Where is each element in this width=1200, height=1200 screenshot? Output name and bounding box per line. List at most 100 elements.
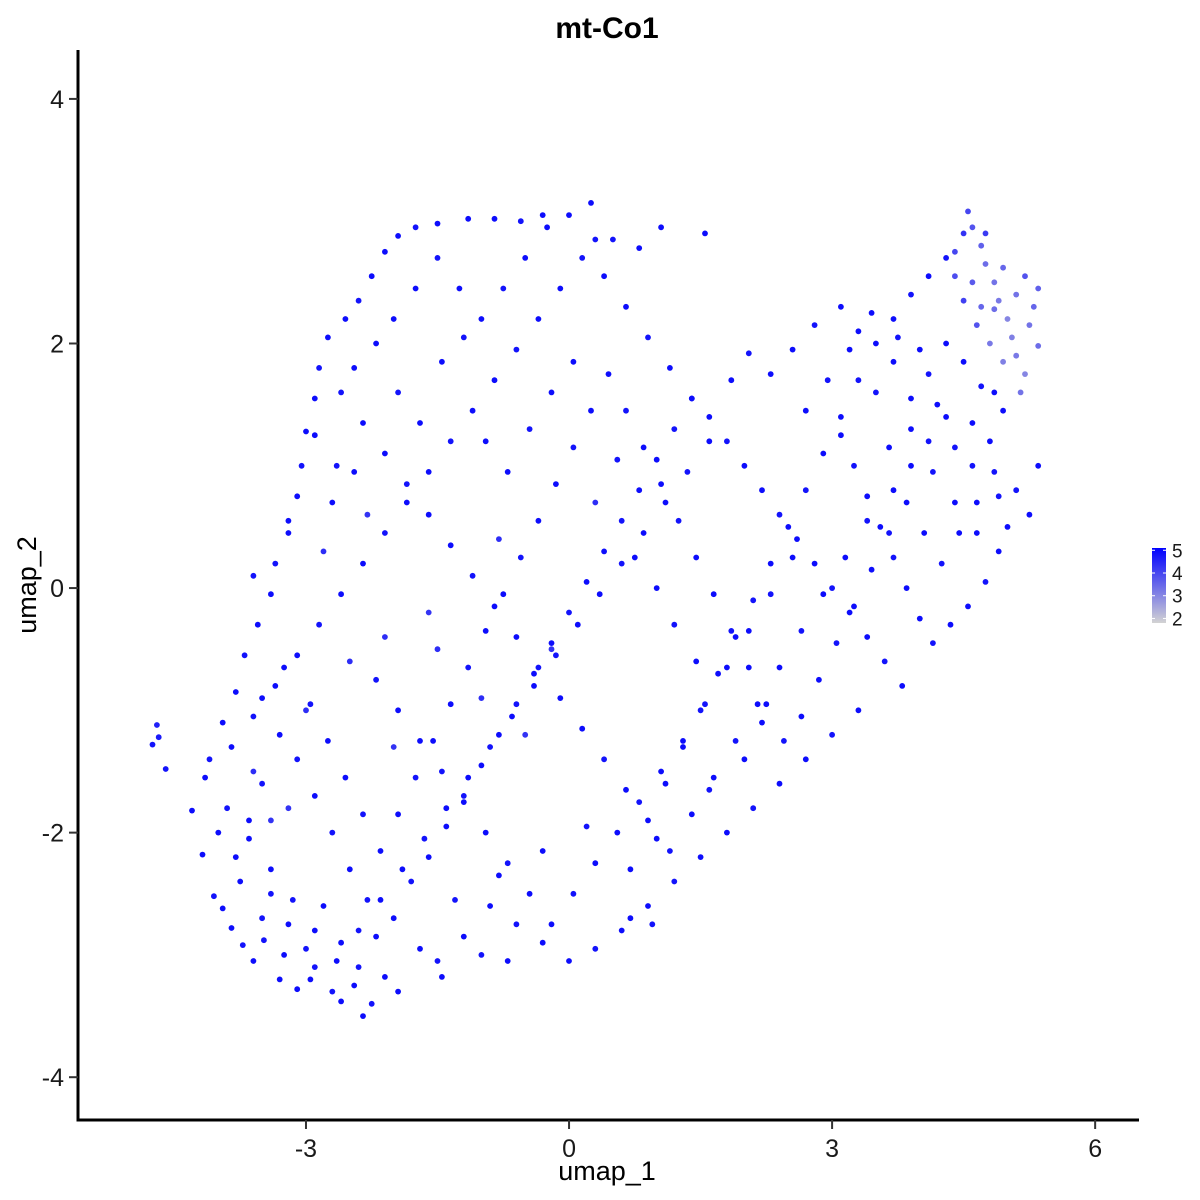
data-point bbox=[504, 860, 511, 867]
data-point bbox=[425, 511, 432, 518]
data-point bbox=[969, 462, 976, 469]
data-point bbox=[596, 591, 603, 598]
data-point bbox=[688, 811, 695, 818]
data-point bbox=[636, 245, 643, 252]
data-point bbox=[390, 316, 397, 322]
data-point bbox=[592, 860, 599, 867]
data-point bbox=[259, 780, 265, 787]
x-axis-ticks: -3 0 3 6 bbox=[295, 1120, 1102, 1163]
data-point bbox=[776, 511, 783, 518]
data-point bbox=[601, 756, 607, 763]
data-point bbox=[460, 933, 467, 940]
data-point bbox=[338, 939, 344, 946]
data-point bbox=[781, 738, 787, 744]
data-point bbox=[268, 591, 274, 598]
data-point bbox=[838, 303, 844, 310]
data-point bbox=[189, 807, 195, 814]
data-point bbox=[1000, 264, 1006, 271]
data-point bbox=[382, 634, 388, 640]
data-point bbox=[829, 731, 835, 738]
data-point bbox=[224, 805, 231, 812]
points-layer bbox=[149, 200, 1042, 1019]
data-point bbox=[395, 811, 401, 818]
data-point bbox=[434, 646, 441, 653]
data-point bbox=[531, 683, 537, 689]
data-point bbox=[338, 998, 344, 1005]
data-point bbox=[303, 428, 309, 435]
data-point bbox=[329, 829, 336, 836]
data-point bbox=[395, 707, 401, 714]
data-point bbox=[952, 248, 958, 255]
data-point bbox=[469, 572, 476, 579]
data-point bbox=[535, 316, 542, 322]
data-point bbox=[728, 377, 735, 384]
data-point bbox=[987, 438, 993, 445]
data-point bbox=[794, 536, 800, 542]
data-point bbox=[903, 585, 910, 591]
data-point bbox=[535, 517, 542, 524]
data-point bbox=[995, 493, 1002, 500]
data-point bbox=[338, 591, 344, 598]
data-point bbox=[1004, 524, 1011, 530]
data-point bbox=[710, 591, 717, 598]
data-point bbox=[250, 572, 257, 579]
data-point bbox=[434, 958, 441, 964]
data-point bbox=[653, 456, 660, 463]
data-point bbox=[785, 524, 792, 530]
data-point bbox=[671, 621, 678, 628]
data-point bbox=[1009, 334, 1015, 341]
data-point bbox=[443, 823, 450, 830]
data-point bbox=[496, 872, 502, 879]
data-point bbox=[1035, 462, 1042, 469]
data-point bbox=[706, 438, 713, 445]
data-point bbox=[886, 530, 892, 536]
data-point bbox=[570, 444, 577, 451]
data-point bbox=[382, 974, 388, 980]
data-point bbox=[360, 560, 366, 567]
data-point bbox=[588, 407, 594, 414]
data-point bbox=[890, 554, 897, 561]
data-point bbox=[855, 328, 862, 335]
data-point bbox=[456, 285, 463, 292]
data-point bbox=[199, 851, 206, 858]
data-point bbox=[355, 297, 362, 304]
data-point bbox=[610, 236, 616, 243]
data-point bbox=[802, 487, 809, 494]
data-point bbox=[294, 493, 301, 500]
data-point bbox=[675, 517, 682, 524]
data-point bbox=[658, 481, 664, 487]
data-point bbox=[855, 377, 862, 384]
data-point bbox=[355, 927, 362, 934]
data-point bbox=[938, 560, 945, 567]
data-point bbox=[162, 766, 169, 772]
data-point bbox=[583, 579, 590, 585]
data-point bbox=[693, 554, 700, 561]
data-point bbox=[851, 462, 857, 469]
data-point bbox=[294, 986, 301, 993]
data-point bbox=[636, 799, 643, 805]
data-point bbox=[261, 937, 267, 944]
data-point bbox=[408, 878, 415, 885]
data-point bbox=[899, 683, 906, 689]
data-point bbox=[658, 224, 664, 231]
data-point bbox=[513, 921, 520, 928]
data-point bbox=[491, 377, 498, 384]
data-point bbox=[973, 499, 980, 506]
data-point bbox=[377, 848, 384, 854]
data-point bbox=[154, 722, 160, 728]
data-point bbox=[592, 236, 599, 243]
data-point bbox=[767, 591, 774, 598]
data-point bbox=[325, 334, 331, 341]
y-axis-ticks: -4 -2 0 2 4 bbox=[42, 86, 78, 1092]
data-point bbox=[693, 658, 700, 665]
data-point bbox=[750, 805, 757, 812]
data-point bbox=[930, 640, 936, 646]
data-point bbox=[688, 395, 695, 402]
legend-label: 3 bbox=[1172, 587, 1183, 608]
data-point bbox=[311, 964, 318, 970]
data-point bbox=[272, 560, 279, 567]
data-point bbox=[425, 609, 432, 616]
data-point bbox=[1017, 389, 1024, 396]
data-point bbox=[202, 774, 209, 781]
data-point bbox=[382, 450, 388, 457]
